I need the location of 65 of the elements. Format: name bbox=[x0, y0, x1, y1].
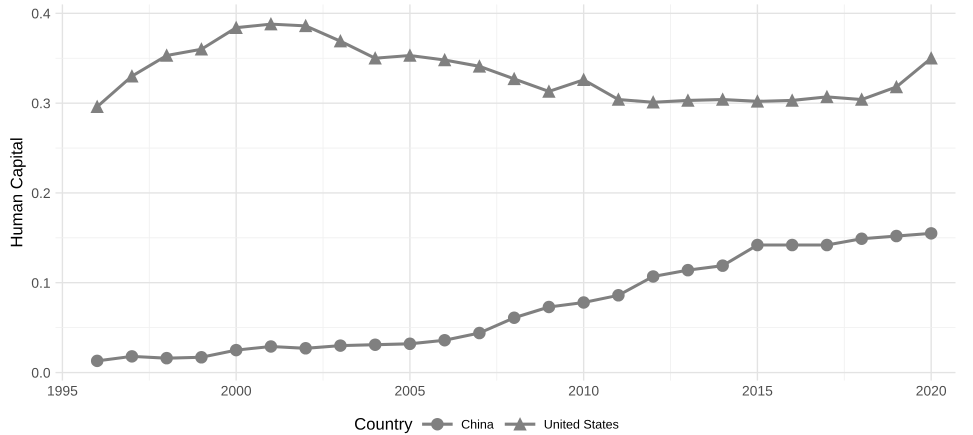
point bbox=[299, 342, 312, 355]
legend-label: United States bbox=[544, 420, 618, 429]
point bbox=[855, 232, 868, 245]
point bbox=[438, 334, 451, 346]
point bbox=[924, 52, 938, 64]
point bbox=[160, 49, 173, 62]
point bbox=[473, 60, 486, 73]
point bbox=[786, 238, 798, 252]
y-tick-label: 0.3 bbox=[32, 98, 50, 108]
point bbox=[126, 70, 138, 82]
point bbox=[751, 95, 764, 108]
point bbox=[646, 270, 660, 283]
point bbox=[577, 296, 590, 309]
point bbox=[404, 49, 416, 62]
point bbox=[820, 90, 834, 104]
point bbox=[195, 43, 208, 56]
point bbox=[195, 351, 208, 364]
point bbox=[855, 93, 868, 106]
x-tick-label: 1995 bbox=[48, 386, 78, 396]
point bbox=[264, 18, 278, 30]
point bbox=[924, 227, 938, 240]
x-tick-label: 2015 bbox=[742, 386, 772, 396]
y-axis-title: Human Capital bbox=[10, 138, 26, 246]
point bbox=[751, 238, 764, 252]
y-tick-label: 0.2 bbox=[32, 188, 50, 198]
point bbox=[577, 74, 590, 86]
point bbox=[404, 338, 416, 350]
point bbox=[682, 94, 694, 107]
point bbox=[612, 93, 625, 106]
point bbox=[230, 21, 242, 34]
x-tick-label: 2000 bbox=[221, 386, 252, 396]
point bbox=[230, 344, 242, 356]
x-tick-label: 2020 bbox=[916, 386, 946, 396]
point bbox=[334, 34, 347, 48]
y-tick-label: 0.4 bbox=[32, 8, 50, 18]
point bbox=[820, 238, 834, 252]
point bbox=[368, 52, 382, 64]
point bbox=[542, 85, 556, 98]
point bbox=[160, 352, 173, 364]
point bbox=[334, 339, 347, 352]
point bbox=[646, 96, 660, 108]
legend-title: Country bbox=[355, 418, 412, 434]
point bbox=[90, 100, 104, 113]
point bbox=[542, 300, 556, 314]
y-tick-label: 0.0 bbox=[32, 368, 50, 378]
point bbox=[438, 54, 451, 66]
point bbox=[508, 312, 520, 324]
x-tick-label: 2005 bbox=[395, 386, 425, 396]
point bbox=[612, 289, 625, 302]
point bbox=[299, 20, 312, 32]
point bbox=[264, 340, 278, 353]
point bbox=[682, 264, 694, 276]
point bbox=[473, 326, 486, 340]
y-tick-label: 0.1 bbox=[32, 278, 50, 288]
point bbox=[126, 350, 138, 363]
point bbox=[890, 80, 903, 94]
point bbox=[716, 93, 729, 106]
point bbox=[716, 259, 729, 272]
point bbox=[786, 94, 798, 107]
point bbox=[368, 338, 382, 351]
legend-label: China bbox=[462, 420, 494, 429]
point bbox=[508, 72, 520, 86]
point bbox=[90, 354, 104, 368]
x-tick-label: 2010 bbox=[568, 386, 599, 396]
point bbox=[890, 230, 903, 242]
